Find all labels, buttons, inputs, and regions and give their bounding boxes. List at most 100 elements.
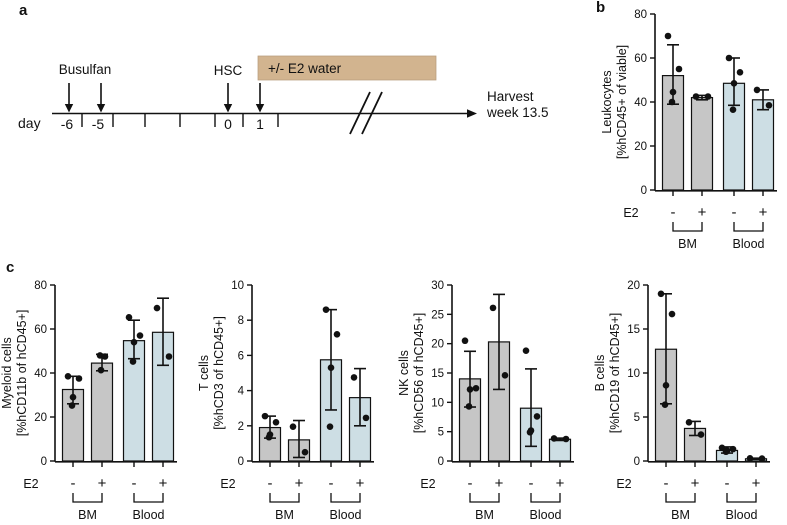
y-tick-label: 0 (438, 456, 444, 468)
timeline-diagram: +/- E2 water Busulfan HSC day -6 -5 0 1 (18, 55, 549, 135)
y-tick-label: 8 (238, 315, 244, 327)
e2-sign-minus: - (529, 475, 534, 492)
data-point (697, 431, 705, 438)
y-axis-title-line2: [%hCD45+ of viable] (615, 45, 629, 159)
bar-bm-e2plus (690, 96, 714, 191)
e2-axis-label: E2 (616, 477, 631, 491)
day-tick-minus6: -6 (61, 116, 74, 132)
time-axis (52, 91, 477, 135)
e2-sign-minus: - (329, 475, 334, 492)
data-point (722, 448, 730, 456)
group-bracket (269, 493, 300, 503)
y-tick-label: 0 (641, 185, 647, 197)
day-tick-1: 1 (256, 116, 264, 132)
e2-sign-minus: - (725, 475, 730, 492)
e2-sign-minus: - (468, 475, 473, 492)
y-tick-label: 5 (438, 427, 444, 439)
harvest-label-line2: week 13.5 (486, 105, 549, 120)
y-axis-title-line2: [%hCD11b of hCD45+] (15, 310, 29, 437)
y-tick-label: 6 (238, 350, 244, 362)
hsc-label: HSC (214, 63, 243, 78)
data-point (165, 353, 173, 360)
data-point (729, 445, 737, 453)
data-point (326, 423, 334, 430)
data-point (669, 88, 677, 96)
e2-axis-label: E2 (220, 477, 235, 491)
e2-sign-plus: + (759, 204, 768, 221)
e2-sign-plus: + (356, 475, 365, 492)
data-point (662, 382, 670, 389)
harvest-label-line1: Harvest (487, 89, 534, 104)
e2-water-band (257, 55, 437, 81)
chart-leukocytes: 0 20 40 60 80 E2 - + - + BM Blood Leukocytes [%hCD45+… (600, 9, 777, 251)
e2-sign-minus: - (71, 475, 76, 492)
data-point (96, 352, 104, 359)
y-axis-title-line1: Myeloid cells (0, 337, 14, 409)
e2-sign-plus: + (295, 475, 304, 492)
data-point (562, 435, 570, 443)
y-tick-label: 4 (238, 386, 245, 398)
group-label-blood: Blood (330, 508, 362, 522)
y-tick-label: 30 (431, 280, 444, 292)
group-label-bm: BM (678, 237, 697, 251)
data-point (153, 304, 161, 312)
data-point (465, 403, 473, 410)
day-tick-minus5: -5 (92, 116, 105, 132)
day-tick-0: 0 (224, 116, 232, 132)
data-point (64, 373, 72, 380)
data-point (261, 412, 269, 420)
e2-start-arrow-day-1 (255, 83, 265, 113)
group-label-bm: BM (475, 508, 494, 522)
data-point (692, 93, 700, 100)
e2-axis-label: E2 (420, 477, 435, 491)
data-point (272, 418, 280, 426)
y-tick-label: 0 (634, 456, 640, 468)
data-point (501, 372, 509, 379)
y-tick-label: 60 (634, 53, 647, 65)
group-bracket (530, 493, 561, 503)
y-tick-label: 15 (627, 324, 640, 336)
e2-sign-minus: - (671, 204, 676, 221)
y-tick-label: 20 (34, 412, 47, 424)
y-tick-label: 0 (238, 456, 244, 468)
y-tick-label: 10 (627, 368, 640, 380)
e2-water-band-label: +/- E2 water (268, 61, 342, 76)
data-point (97, 366, 105, 374)
group-bracket (665, 493, 696, 503)
chart-t-cells: 0 2 4 6 8 10 E2 - + - + BM Blood T cells [%hCD3 of hCD… (197, 280, 374, 522)
y-tick-label: 5 (634, 412, 640, 424)
e2-sign-minus: - (268, 475, 273, 492)
y-axis-title-line1: T cells (197, 355, 211, 391)
chart-nk-cells: 0 5 10 15 20 25 30 E2 - + - + BM Blood NK cells [%hCD56… (397, 280, 574, 522)
e2-sign-plus: + (556, 475, 565, 492)
data-point (322, 306, 330, 313)
busulfan-arrow-day-5 (96, 83, 106, 113)
data-point (130, 338, 138, 346)
hsc-arrow-day-0 (223, 83, 233, 113)
group-label-blood: Blood (530, 508, 562, 522)
data-point (129, 358, 137, 365)
y-tick-label: 10 (231, 280, 244, 292)
data-point (704, 93, 712, 100)
data-point (136, 332, 144, 339)
data-point (661, 401, 669, 408)
data-point (350, 374, 358, 381)
y-axis-title-line2: [%hCD3 of hCD45+] (212, 316, 226, 430)
group-bracket (469, 493, 500, 503)
e2-sign-minus: - (664, 475, 669, 492)
e2-sign-minus: - (732, 204, 737, 221)
panel-label-b: b (596, 0, 606, 16)
y-axis-title-line1: B cells (593, 355, 607, 392)
y-tick-label: 80 (34, 280, 47, 292)
event-arrows (64, 83, 265, 113)
e2-sign-plus: + (495, 475, 504, 492)
data-point (69, 393, 77, 401)
group-bracket (133, 493, 164, 503)
busulfan-label: Busulfan (59, 62, 112, 77)
data-point (765, 102, 773, 109)
group-label-bm: BM (671, 508, 690, 522)
e2-sign-plus: + (691, 475, 700, 492)
group-bracket (726, 493, 757, 503)
e2-sign-plus: + (752, 475, 761, 492)
data-point (68, 402, 76, 409)
